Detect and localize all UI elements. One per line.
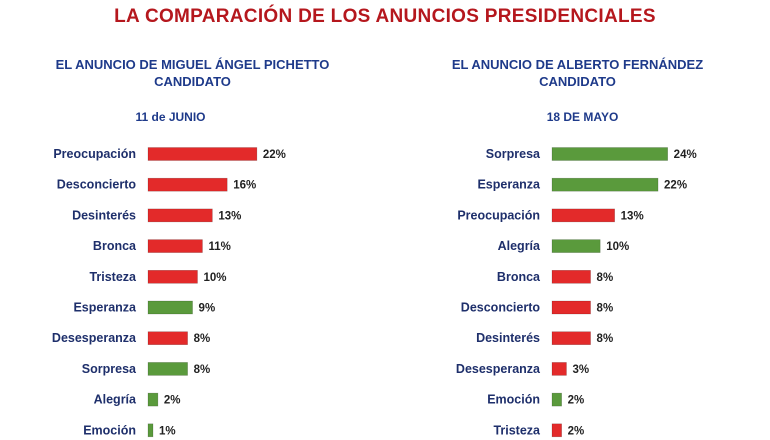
category-label: Desesperanza	[52, 331, 137, 345]
bar	[147, 392, 159, 407]
bar-chart-fernandez: Sorpresa 24% Esperanza 22% Preocupación 13% Al…	[456, 147, 697, 438]
main-title: LA COMPARACIÓN DE LOS ANUNCIOS PRESIDENC…	[114, 6, 656, 27]
value-label: 10%	[606, 241, 629, 253]
category-label: Preocupación	[457, 208, 540, 222]
bar	[551, 423, 562, 438]
bar	[551, 270, 591, 284]
value-label: 8%	[597, 333, 614, 345]
value-label: 16%	[233, 180, 256, 192]
panel-title-line2: CANDIDATO	[154, 74, 231, 89]
category-label: Emoción	[487, 393, 540, 407]
bar	[551, 362, 567, 376]
bar	[147, 331, 188, 346]
category-label: Esperanza	[477, 178, 541, 192]
value-label: 9%	[199, 303, 216, 315]
value-label: 11%	[208, 241, 230, 253]
bar	[147, 177, 228, 192]
bar	[147, 423, 154, 438]
panel-title-line1: EL ANUNCIO DE MIGUEL ÁNGEL PICHETTO	[55, 57, 330, 72]
bar	[551, 392, 562, 407]
category-label: Alegría	[498, 239, 541, 253]
bar-chart-pichetto: Preocupación 22% Desconcierto 16% Desinterés…	[52, 147, 286, 438]
bar	[147, 208, 213, 223]
category-label: Sorpresa	[486, 147, 541, 161]
category-label: Desconcierto	[461, 301, 541, 315]
bar	[147, 362, 188, 376]
panel-title: EL ANUNCIO DE MIGUEL ÁNGEL PICHETTO CAND…	[0, 56, 385, 90]
category-label: Tristeza	[89, 270, 137, 284]
value-label: 22%	[263, 149, 286, 161]
category-label: Desconcierto	[57, 178, 137, 192]
value-label: 2%	[164, 395, 181, 407]
bar	[551, 177, 659, 192]
bar	[551, 147, 668, 161]
value-label: 2%	[568, 425, 585, 437]
bar	[147, 239, 203, 253]
bar	[551, 331, 591, 346]
value-label: 22%	[664, 180, 687, 192]
category-label: Desinterés	[476, 331, 540, 345]
category-label: Alegría	[94, 393, 137, 407]
chart-panel-pichetto: EL ANUNCIO DE MIGUEL ÁNGEL PICHETTO CAND…	[0, 52, 385, 440]
value-label: 13%	[218, 210, 241, 222]
chart-panel-fernandez: EL ANUNCIO DE ALBERTO FERNÁNDEZ CANDIDAT…	[385, 52, 770, 440]
value-label: 8%	[194, 364, 211, 376]
value-label: 2%	[568, 395, 585, 407]
panel-title-line2: CANDIDATO	[539, 74, 616, 89]
category-label: Desesperanza	[456, 362, 541, 376]
value-label: 8%	[597, 303, 614, 315]
value-label: 13%	[621, 210, 644, 222]
bar	[551, 239, 601, 253]
bar	[551, 208, 615, 223]
bar	[551, 300, 591, 315]
category-label: Esperanza	[73, 301, 137, 315]
value-label: 8%	[194, 333, 211, 345]
bar	[147, 300, 193, 315]
value-label: 24%	[674, 149, 697, 161]
category-label: Emoción	[83, 423, 136, 437]
bar	[147, 147, 258, 161]
category-label: Tristeza	[493, 423, 541, 437]
category-label: Bronca	[93, 239, 137, 253]
category-label: Sorpresa	[82, 362, 137, 376]
value-label: 8%	[597, 272, 614, 284]
value-label: 1%	[159, 425, 176, 437]
panel-title: EL ANUNCIO DE ALBERTO FERNÁNDEZ CANDIDAT…	[385, 56, 770, 90]
panel-title-line1: EL ANUNCIO DE ALBERTO FERNÁNDEZ	[451, 57, 704, 72]
category-label: Bronca	[497, 270, 541, 284]
category-label: Desinterés	[72, 208, 136, 222]
value-label: 3%	[572, 364, 589, 376]
panel-date: 11 de JUNIO	[135, 110, 206, 124]
panel-date: 18 DE MAYO	[546, 110, 619, 124]
category-label: Preocupación	[53, 147, 136, 161]
bar	[147, 270, 198, 284]
value-label: 10%	[204, 272, 227, 284]
